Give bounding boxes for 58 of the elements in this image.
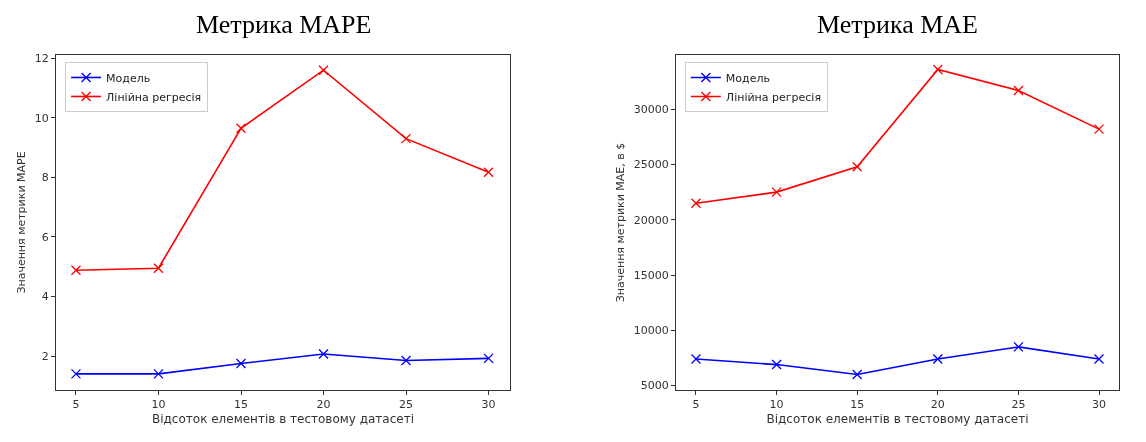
- point: [932, 64, 943, 75]
- point: [852, 161, 863, 172]
- x-tick-label: 5: [72, 397, 80, 411]
- y-tick-label: 6: [41, 230, 49, 244]
- point: [318, 65, 329, 76]
- x-tick-label: 5: [692, 397, 700, 411]
- point: [483, 167, 494, 178]
- legend-label: Лінійна регресія: [106, 90, 202, 104]
- y-tick-label: 5000: [640, 379, 669, 393]
- x-axis-title: Відсоток елементів в тестовому датасеті: [766, 411, 1029, 426]
- point: [235, 123, 247, 134]
- point: [70, 368, 82, 380]
- point: [1093, 353, 1105, 365]
- x-tick-label: 15: [850, 397, 865, 411]
- legend-label: Модель: [725, 71, 770, 85]
- point: [690, 353, 702, 365]
- point: [318, 348, 329, 360]
- x-tick-label: 25: [1011, 397, 1026, 411]
- y-tick-label: 12: [34, 52, 49, 66]
- legend-label: Лінійна регресія: [725, 90, 822, 104]
- x-tick-label: 10: [769, 397, 784, 411]
- point: [1013, 85, 1024, 96]
- y-tick-label: 20000: [633, 213, 669, 227]
- x-tick-label: 10: [151, 397, 166, 411]
- point: [690, 198, 702, 209]
- y-tick-label: 10: [34, 111, 49, 125]
- point: [1013, 341, 1024, 353]
- point: [1093, 123, 1105, 135]
- y-tick-label: 4: [41, 290, 49, 304]
- y-tick-label: 30000: [633, 103, 669, 117]
- x-tick-label: 30: [1092, 397, 1107, 411]
- y-tick-label: 15000: [633, 268, 669, 282]
- point: [932, 353, 943, 365]
- point: [235, 358, 247, 369]
- point: [771, 359, 782, 370]
- x-tick-label: 20: [930, 397, 945, 411]
- y-tick-label: 10000: [633, 324, 669, 338]
- legend-label: Модель: [106, 71, 151, 85]
- point: [771, 186, 782, 198]
- x-axis-title: Відсоток елементів в тестовому датасеті: [152, 411, 414, 426]
- y-axis-title: Значення метрики MAE, в $: [614, 142, 628, 303]
- x-tick-label: 25: [399, 397, 414, 411]
- point: [400, 355, 412, 366]
- chart-title: Метрика MAPE: [196, 10, 372, 39]
- point: [400, 133, 412, 144]
- y-axis-title: Значення метрики MAPE: [15, 151, 29, 294]
- point: [852, 369, 863, 380]
- x-tick-label: 20: [316, 397, 331, 411]
- y-tick-label: 25000: [633, 158, 669, 172]
- point: [153, 263, 164, 274]
- point: [153, 368, 164, 380]
- y-tick-label: 2: [41, 349, 49, 363]
- x-tick-label: 30: [481, 397, 496, 411]
- chart-title: Метрика MAE: [817, 10, 978, 39]
- point: [483, 353, 494, 364]
- y-tick-label: 8: [41, 171, 49, 185]
- point: [70, 265, 82, 276]
- x-tick-label: 15: [234, 397, 248, 411]
